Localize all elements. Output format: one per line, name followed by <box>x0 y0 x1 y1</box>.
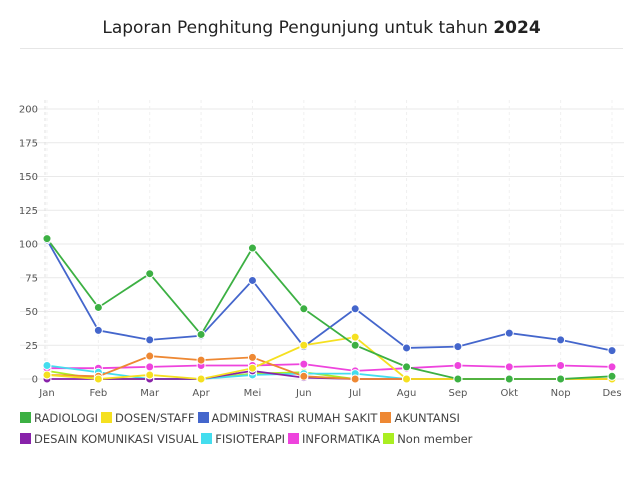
data-point <box>145 351 155 361</box>
y-tick-label: 25 <box>25 341 38 352</box>
x-tick-label: Nop <box>551 388 571 399</box>
legend-item[interactable]: ADMINISTRASI RUMAH SAKIT <box>197 408 378 429</box>
data-point <box>453 361 463 370</box>
x-tick-label: Sep <box>448 388 467 399</box>
series-line <box>46 238 613 380</box>
y-tick-label: 50 <box>25 307 38 318</box>
line-chart: 0 25 50 75 100 125 150 175 200 Jan Feb Mar Apr Mei Jun… <box>19 100 624 399</box>
data-point <box>196 355 206 365</box>
data-point <box>350 304 360 314</box>
legend-swatch <box>288 433 300 444</box>
y-tick-label: 150 <box>19 172 38 183</box>
chart-legend: RADIOLOGI DOSEN/STAFF ADMINISTRASI RUMAH S… <box>20 408 630 450</box>
y-tick-label: 75 <box>25 273 38 284</box>
data-point <box>504 328 514 338</box>
y-tick-label: 100 <box>19 240 38 251</box>
data-point <box>93 302 103 312</box>
title-divider <box>20 48 623 49</box>
y-tick-label: 0 <box>32 375 38 386</box>
x-tick-label: Mei <box>244 388 262 399</box>
legend-label: DESAIN KOMUNIKASI VISUAL <box>34 432 199 446</box>
legend-label: Non member <box>397 432 473 446</box>
legend-swatch <box>383 433 395 444</box>
y-tick-label: 200 <box>19 105 38 116</box>
legend-label: RADIOLOGI <box>34 411 99 425</box>
legend-item[interactable]: DOSEN/STAFF <box>101 408 195 429</box>
legend-item[interactable]: Non member <box>383 429 472 450</box>
legend-label: FISIOTERAPI <box>215 432 286 446</box>
data-point <box>556 374 566 384</box>
data-point <box>453 342 463 352</box>
x-tick-label: Jul <box>348 388 361 399</box>
legend-swatch <box>101 412 113 423</box>
legend-swatch <box>20 433 31 444</box>
data-point <box>299 359 309 369</box>
data-point <box>247 363 257 373</box>
data-point <box>247 352 257 362</box>
x-tick-label: Agu <box>397 388 417 399</box>
data-point <box>196 329 206 339</box>
chart-title: Laporan Penghitung Pengunjung untuk tahu… <box>0 18 643 38</box>
x-tick-label: Feb <box>90 388 108 399</box>
data-point <box>42 234 52 244</box>
data-point <box>350 332 360 342</box>
data-point <box>607 362 617 372</box>
data-point <box>145 269 155 279</box>
data-point <box>299 340 309 350</box>
data-point <box>42 370 52 380</box>
x-tick-label: Mar <box>140 388 160 399</box>
legend-label: DOSEN/STAFF <box>115 411 195 425</box>
data-point <box>504 374 514 384</box>
data-point <box>93 374 103 384</box>
legend-label: ADMINISTRASI RUMAH SAKIT <box>211 411 378 425</box>
data-point <box>607 371 617 381</box>
data-point <box>145 370 155 380</box>
x-tick-label: Okt <box>500 388 518 399</box>
legend-swatch <box>20 412 31 423</box>
y-tick-label: 175 <box>19 138 38 149</box>
data-point <box>607 346 617 356</box>
data-point <box>504 362 514 372</box>
legend-swatch <box>197 412 209 423</box>
x-tick-label: Des <box>602 388 621 399</box>
x-tick-label: Jan <box>38 388 54 399</box>
data-point <box>247 275 257 285</box>
data-point <box>556 361 566 370</box>
series-line <box>47 363 613 372</box>
data-point <box>402 343 412 353</box>
x-tick-label: Jun <box>295 388 312 399</box>
legend-swatch <box>201 433 213 444</box>
data-point <box>402 362 412 372</box>
legend-item[interactable]: RADIOLOGI <box>20 408 98 429</box>
legend-item[interactable]: FISIOTERAPI <box>201 429 285 450</box>
data-point <box>350 374 360 384</box>
series-line <box>46 239 613 352</box>
legend-label: AKUNTANSI <box>394 411 460 425</box>
legend-item[interactable]: DESAIN KOMUNIKASI VISUAL <box>20 429 198 450</box>
x-tick-label: Apr <box>192 388 210 399</box>
data-point <box>299 371 309 381</box>
legend-label: INFORMATIKA <box>302 432 381 446</box>
data-point <box>453 374 463 384</box>
data-point <box>93 325 103 335</box>
chart-title-year: 2024 <box>493 18 541 38</box>
chart-title-text: Laporan Penghitung Pengunjung untuk tahu… <box>102 18 488 38</box>
data-point <box>145 335 155 345</box>
data-point <box>402 374 412 384</box>
data-point <box>350 340 360 350</box>
legend-item[interactable]: INFORMATIKA <box>288 429 380 450</box>
data-point <box>196 374 206 384</box>
data-point <box>247 243 257 253</box>
data-point <box>145 362 155 372</box>
y-tick-label: 125 <box>19 206 38 217</box>
data-point <box>556 335 566 345</box>
data-point <box>42 361 52 370</box>
legend-item[interactable]: AKUNTANSI <box>380 408 460 429</box>
legend-swatch <box>380 412 392 423</box>
data-point <box>299 304 309 314</box>
